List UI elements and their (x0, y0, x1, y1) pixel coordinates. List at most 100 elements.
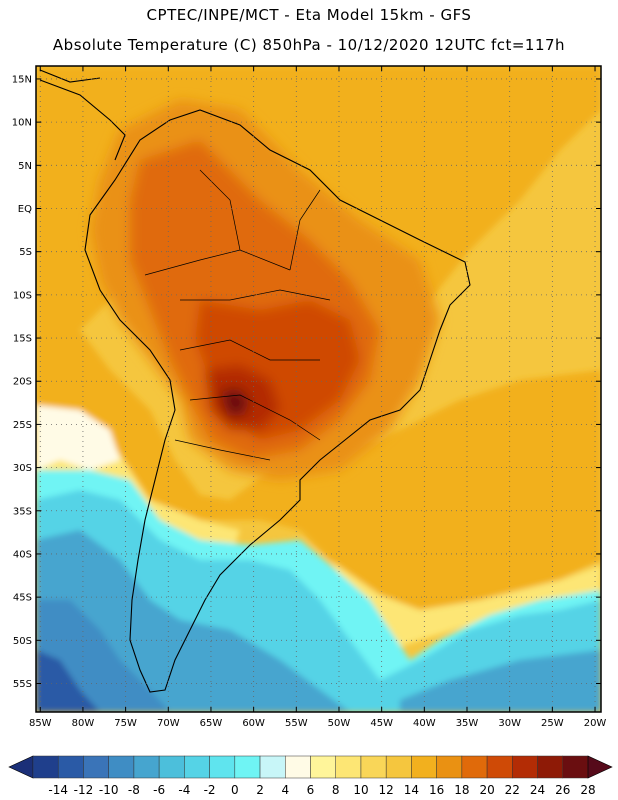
lon-label: 70W (157, 718, 180, 729)
lat-label: 15S (13, 334, 32, 345)
colorbar-swatch (562, 755, 589, 779)
border-a (144, 249, 291, 276)
title-line-1: CPTEC/INPE/MCT - Eta Model 15km - GFS (146, 6, 472, 24)
central-america-outline (39, 79, 126, 161)
field-region-18b (36, 200, 601, 610)
colorbar-label: 8 (332, 783, 340, 797)
colorbar-swatch (335, 755, 362, 779)
lat-label: 35S (13, 506, 32, 517)
border-g (289, 189, 321, 271)
colorbar-swatch (310, 755, 336, 779)
colorbar-swatch (512, 755, 538, 779)
colorbar-swatch (436, 755, 463, 779)
lat-label: 40S (13, 549, 32, 560)
field-region-28 (220, 388, 250, 416)
colorbar-swatch (57, 755, 84, 779)
lat-label: 50S (13, 636, 32, 647)
lat-label: 55S (13, 679, 32, 690)
lon-label: 80W (72, 718, 95, 729)
lon-label: 50W (328, 718, 351, 729)
field-region-minus12 (36, 650, 100, 712)
lat-label: 10N (12, 118, 32, 129)
colorbar-label: 24 (530, 783, 545, 797)
colorbar-swatch (360, 755, 387, 779)
colorbar-label: 2 (256, 783, 264, 797)
colorbar-label: -2 (204, 783, 216, 797)
colorbar-label: -12 (74, 783, 94, 797)
colorbar-swatch (108, 755, 135, 779)
colorbar-label: 10 (353, 783, 368, 797)
borders (144, 169, 331, 461)
lat-label: 5N (18, 161, 32, 172)
colorbar-swatch (461, 755, 488, 779)
lon-label: 25W (541, 718, 564, 729)
lat-label: 45S (13, 593, 32, 604)
colorbar-swatch (411, 755, 437, 779)
lon-label: 55W (285, 718, 308, 729)
colorbar-label: 16 (429, 783, 444, 797)
colorbar-swatch (234, 755, 261, 779)
colorbar: -14 -12 -10 -8 -6 -4 -2 0 2 4 6 8 10 12 14 16 18 20 22 24 26… (8, 755, 613, 797)
longitude-axis: 85W 80W 75W 70W 65W 60W 55W 50W 45W 40W 35W 30W 25W 2… (29, 66, 606, 729)
colorbar-label: 28 (580, 783, 595, 797)
colorbar-label: -10 (99, 783, 119, 797)
colorbar-swatch (133, 755, 160, 779)
lon-label: 65W (200, 718, 223, 729)
border-c (179, 339, 320, 361)
colorbar-label: 4 (281, 783, 289, 797)
lon-label: 45W (370, 718, 393, 729)
field-region-6 (36, 405, 120, 470)
colorbar-label: 20 (479, 783, 494, 797)
colorbar-swatch (385, 755, 412, 779)
border-b (180, 289, 331, 301)
colorbar-swatch (32, 755, 59, 779)
map-frame (35, 65, 602, 713)
colorbar-label: -6 (153, 783, 165, 797)
colorbar-swatch (285, 755, 311, 779)
graticule (36, 66, 601, 712)
border-f (199, 169, 241, 251)
mexico-outline (39, 69, 101, 83)
colorbar-swatch (209, 755, 236, 779)
colorbar-label: 22 (505, 783, 520, 797)
colorbar-label: 26 (555, 783, 570, 797)
lat-label: 15N (12, 74, 32, 85)
colorbar-high-arrow (587, 755, 613, 779)
colorbar-swatch (537, 755, 564, 779)
latitude-axis: 15N 10N 5N EQ 5S 10S 15S 20S 25S 30S 35S 40S 45S 50S 5… (12, 74, 601, 690)
lon-label: 40W (413, 718, 436, 729)
colorbar-label: 14 (404, 783, 419, 797)
lon-label: 85W (29, 718, 52, 729)
colorbar-label: 0 (231, 783, 239, 797)
colorbar-label: -8 (128, 783, 140, 797)
south-america-outline (84, 109, 471, 693)
lat-label: 30S (13, 463, 32, 474)
lat-label: 25S (13, 420, 32, 431)
coastlines (39, 69, 471, 693)
colorbar-label: 6 (307, 783, 315, 797)
lon-label: 30W (498, 718, 521, 729)
lat-label: 5S (19, 247, 32, 258)
lon-label: 75W (114, 718, 137, 729)
temperature-field (36, 66, 601, 712)
lon-label: 60W (242, 718, 265, 729)
colorbar-swatch (158, 755, 185, 779)
colorbar-swatch (83, 755, 109, 779)
colorbar-swatch (184, 755, 210, 779)
lon-label: 35W (456, 718, 479, 729)
colorbar-low-arrow (8, 755, 34, 779)
title-line-2: Absolute Temperature (C) 850hPa - 10/12/… (52, 36, 566, 54)
colorbar-label: 12 (379, 783, 394, 797)
colorbar-label: -4 (178, 783, 190, 797)
colorbar-label: -14 (48, 783, 68, 797)
border-d (189, 394, 321, 441)
lat-label: EQ (18, 204, 32, 215)
field-region-minus6b (400, 650, 601, 712)
colorbar-label: 18 (454, 783, 469, 797)
lat-label: 20S (13, 377, 32, 388)
colorbar-swatch (486, 755, 513, 779)
colorbar-swatch (259, 755, 286, 779)
lon-label: 20W (584, 718, 607, 729)
field-region-10b (330, 560, 601, 650)
